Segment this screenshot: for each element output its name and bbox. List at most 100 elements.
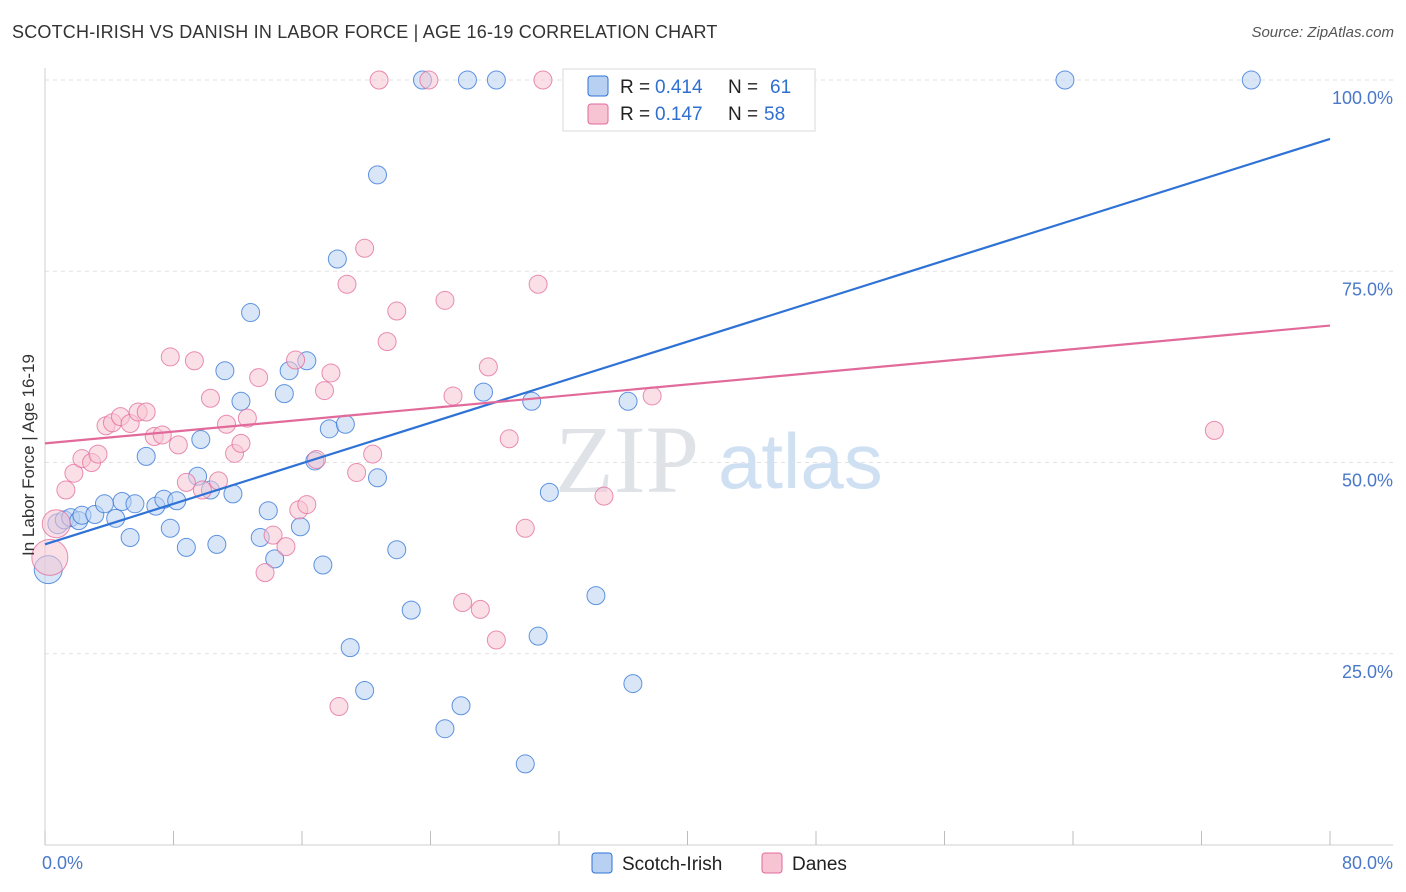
gridlines [45, 79, 1393, 655]
point-scotch-irish-34 [313, 555, 333, 575]
point-scotch-irish-22 [215, 361, 235, 381]
point-scotch-irish-19 [191, 430, 211, 450]
point-scotch-irish-48 [474, 382, 494, 402]
legend-swatch-scotch-irish [587, 75, 609, 97]
point-scotch-irish-12 [136, 446, 156, 466]
trend-lines [44, 137, 1331, 546]
point-danes-44 [419, 70, 439, 90]
point-danes-3 [64, 463, 84, 483]
bottom-legend-swatch-danes [761, 852, 783, 874]
point-danes-49 [478, 357, 498, 377]
y-tick-label-1: 50.0% [1342, 471, 1393, 491]
watermark-zip: ZIP [555, 406, 699, 513]
legend-r-label-1: R = [620, 77, 650, 98]
axes [44, 68, 1393, 846]
point-scotch-irish-52 [528, 626, 548, 646]
point-scotch-irish-37 [335, 414, 355, 434]
point-danes-15 [160, 347, 180, 367]
bottom-legend: Scotch-Irish Danes [591, 852, 847, 875]
point-scotch-irish-53 [539, 482, 559, 502]
point-danes-25 [237, 408, 257, 428]
point-scotch-irish-21 [207, 534, 227, 554]
point-danes-56 [642, 386, 662, 406]
point-scotch-irish-10 [120, 527, 140, 547]
legend-swatch-danes [587, 103, 609, 125]
point-danes-38 [347, 462, 367, 482]
chart-title: SCOTCH-IRISH VS DANISH IN LABOR FORCE | … [12, 22, 718, 42]
point-danes-57 [1204, 420, 1224, 440]
point-danes-55 [594, 486, 614, 506]
y-tick-label-2: 75.0% [1342, 279, 1393, 299]
point-danes-17 [176, 472, 196, 492]
watermark: ZIP atlas [555, 406, 883, 513]
point-danes-34 [314, 381, 334, 401]
legend-n-value-1: 61 [770, 77, 791, 98]
point-scotch-irish-50 [515, 754, 535, 774]
x-tick-label-0: 0.0% [42, 853, 83, 873]
point-danes-19 [192, 480, 212, 500]
trend-line-danes [44, 324, 1331, 445]
point-danes-27 [255, 563, 275, 583]
point-scotch-irish-45 [435, 719, 455, 739]
point-scotch-irish-31 [290, 517, 310, 537]
point-danes-32 [297, 495, 317, 515]
point-danes-36 [329, 697, 349, 717]
point-danes-47 [453, 592, 473, 612]
point-danes-18 [184, 351, 204, 371]
point-danes-6 [88, 444, 108, 464]
point-scotch-irish-49 [486, 70, 506, 90]
point-danes-16 [168, 435, 188, 455]
point-danes-50 [486, 630, 506, 650]
point-danes-1 [41, 509, 71, 539]
point-scotch-irish-7 [94, 494, 114, 514]
point-danes-41 [369, 70, 389, 90]
point-scotch-irish-57 [623, 674, 643, 694]
point-danes-2 [56, 480, 76, 500]
bottom-legend-swatch-scotch-irish [591, 852, 613, 874]
point-scotch-irish-58 [1055, 70, 1075, 90]
point-scotch-irish-55 [586, 586, 606, 606]
point-scotch-irish-41 [367, 165, 387, 185]
legend-n-value-2: 58 [764, 104, 785, 125]
point-danes-46 [443, 386, 463, 406]
trend-line-scotch-irish [44, 137, 1331, 546]
bottom-legend-label-scotch-irish: Scotch-Irish [622, 854, 722, 875]
point-scotch-irish-40 [367, 468, 387, 488]
point-scotch-irish-47 [457, 70, 477, 90]
point-danes-52 [515, 518, 535, 538]
point-scotch-irish-36 [327, 249, 347, 269]
data-points [31, 70, 1261, 774]
point-danes-53 [528, 274, 548, 294]
point-scotch-irish-39 [355, 680, 375, 700]
point-danes-29 [276, 537, 296, 557]
point-danes-14 [152, 425, 172, 445]
point-danes-26 [249, 368, 269, 388]
point-danes-20 [200, 388, 220, 408]
point-scotch-irish-25 [241, 303, 261, 323]
point-scotch-irish-17 [176, 537, 196, 557]
point-danes-12 [136, 402, 156, 422]
bottom-legend-label-danes: Danes [792, 854, 847, 875]
point-scotch-irish-46 [451, 696, 471, 716]
source-label: Source: ZipAtlas.com [1251, 24, 1394, 41]
point-scotch-irish-59 [1241, 70, 1261, 90]
point-scotch-irish-11 [125, 494, 145, 514]
point-scotch-irish-28 [265, 549, 285, 569]
point-danes-35 [321, 363, 341, 383]
x-tick-labels: 0.0% 80.0% [42, 853, 1393, 873]
legend-r-label-2: R = [620, 104, 650, 125]
point-scotch-irish-51 [522, 391, 542, 411]
point-scotch-irish-56 [618, 391, 638, 411]
point-scotch-irish-15 [160, 518, 180, 538]
legend-n-label-2: N = [728, 104, 758, 125]
point-danes-0 [31, 538, 69, 576]
point-scotch-irish-38 [340, 638, 360, 658]
point-danes-48 [470, 599, 490, 619]
point-danes-43 [387, 301, 407, 321]
point-scotch-irish-35 [319, 419, 339, 439]
watermark-atlas: atlas [718, 417, 883, 505]
y-tick-label-0: 25.0% [1342, 662, 1393, 682]
y-tick-label-3: 100.0% [1332, 88, 1393, 108]
y-tick-labels: 25.0% 50.0% 75.0% 100.0% [1332, 88, 1393, 682]
